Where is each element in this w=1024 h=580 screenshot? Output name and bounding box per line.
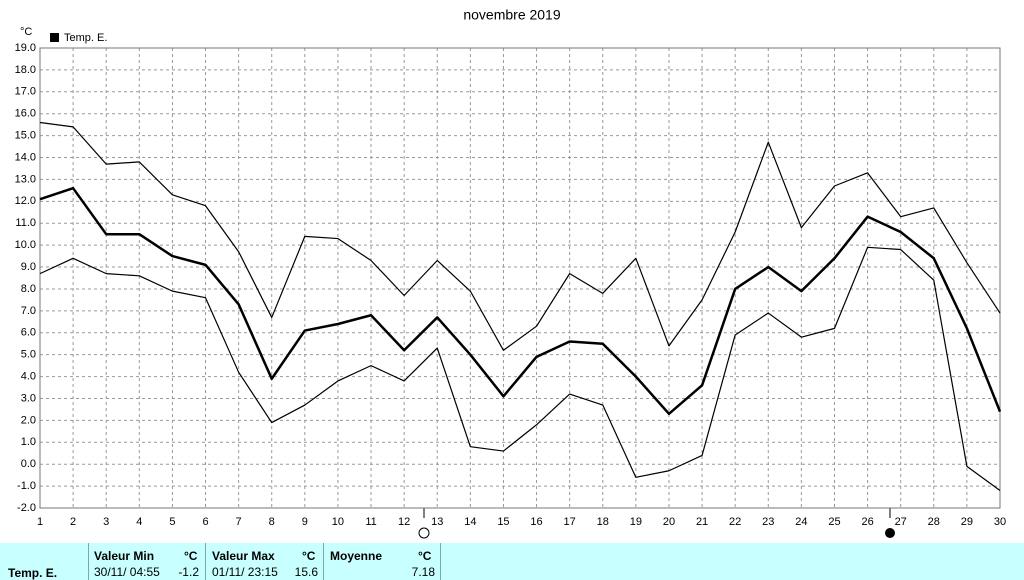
x-tick-label: 21 (696, 516, 708, 528)
y-tick-label: 17.0 (15, 86, 36, 98)
y-tick-label: 19.0 (15, 42, 36, 54)
x-tick-label: 28 (928, 516, 940, 528)
max-time: 01/11/ 23:15 (212, 565, 278, 579)
x-tick-label: 11 (365, 516, 376, 528)
header: °C (418, 549, 432, 563)
y-tick-label: 18.0 (15, 64, 36, 76)
y-tick-label: 11.0 (15, 217, 36, 229)
x-tick-label: 29 (961, 516, 973, 528)
x-tick-label: 20 (663, 516, 675, 528)
x-tick-label: 25 (828, 516, 840, 528)
max-value: 15.6 (294, 565, 318, 579)
separator (88, 543, 89, 580)
x-tick-label: 19 (630, 516, 642, 528)
x-tick-label: 16 (530, 516, 542, 528)
chart-title: novembre 2019 (463, 7, 561, 23)
header: °C (302, 549, 316, 563)
min-time: 30/11/ 04:55 (94, 565, 160, 579)
x-tick-label: 5 (169, 516, 175, 528)
x-tick-label: 30 (994, 516, 1006, 528)
x-tick-label: 6 (202, 516, 208, 528)
y-unit: °C (20, 26, 32, 38)
x-tick-label: 22 (729, 516, 741, 528)
mean-value: 7.18 (411, 565, 435, 579)
x-tick-label: 7 (236, 516, 242, 528)
header: Moyenne (330, 549, 383, 563)
separator (440, 543, 441, 580)
x-tick-label: 26 (861, 516, 873, 528)
y-tick-label: 0.0 (21, 458, 36, 470)
y-tick-label: 13.0 (15, 173, 36, 185)
full-moon-icon (418, 527, 430, 539)
y-tick-label: 6.0 (21, 327, 36, 339)
x-tick-label: 24 (795, 516, 807, 528)
min-value: -1.2 (178, 565, 199, 579)
header: Valeur Min (94, 549, 155, 563)
y-tick-label: -1.0 (17, 480, 36, 492)
y-tick-label: 9.0 (21, 261, 36, 273)
y-tick-label: 16.0 (15, 108, 36, 120)
row-label: Temp. E. (8, 566, 58, 580)
separator (205, 543, 206, 580)
x-tick-label: 23 (762, 516, 774, 528)
x-tick-label: 15 (497, 516, 509, 528)
x-tick-label: 17 (564, 516, 576, 528)
y-tick-label: 12.0 (15, 195, 36, 207)
y-tick-label: 5.0 (21, 349, 36, 361)
x-tick-label: 12 (398, 516, 410, 528)
x-tick-label: 8 (269, 516, 275, 528)
x-tick-label: 1 (37, 516, 43, 528)
y-tick-label: 4.0 (21, 370, 36, 382)
legend-label: Temp. E. (64, 32, 107, 44)
summary-table: Temp. E. Valeur Min °C Valeur Max °C Moy… (0, 543, 1024, 580)
new-moon-icon (885, 528, 895, 538)
y-tick-label: 15.0 (15, 130, 36, 142)
x-tick-label: 10 (332, 516, 344, 528)
y-tick-label: 14.0 (15, 151, 36, 163)
plot-frame (39, 47, 1001, 509)
x-tick-label: 3 (103, 516, 109, 528)
separator (323, 543, 324, 580)
x-tick-label: 4 (136, 516, 142, 528)
y-tick-label: 7.0 (21, 305, 36, 317)
header: Valeur Max (212, 549, 275, 563)
y-tick-label: 2.0 (21, 414, 36, 426)
series-line (39, 121, 1001, 351)
x-tick-label: 18 (597, 516, 609, 528)
y-tick-label: 8.0 (21, 283, 36, 295)
x-tick-label: 13 (431, 516, 443, 528)
y-tick-label: 1.0 (21, 436, 36, 448)
legend-swatch (50, 33, 59, 42)
header: °C (184, 549, 198, 563)
x-tick-label: 14 (464, 516, 476, 528)
series-line (39, 246, 1001, 491)
x-tick-label: 27 (895, 516, 907, 528)
y-tick-label: -2.0 (17, 502, 36, 514)
y-tick-label: 10.0 (15, 239, 36, 251)
chart: novembre 2019 °C -2.0 -1.0 0.0 1.0 2.0 3.0 4.0… (15, 7, 1006, 539)
series-line (39, 186, 1002, 416)
x-tick-label: 2 (70, 516, 76, 528)
x-tick-label: 9 (302, 516, 308, 528)
y-tick-label: 3.0 (21, 392, 36, 404)
